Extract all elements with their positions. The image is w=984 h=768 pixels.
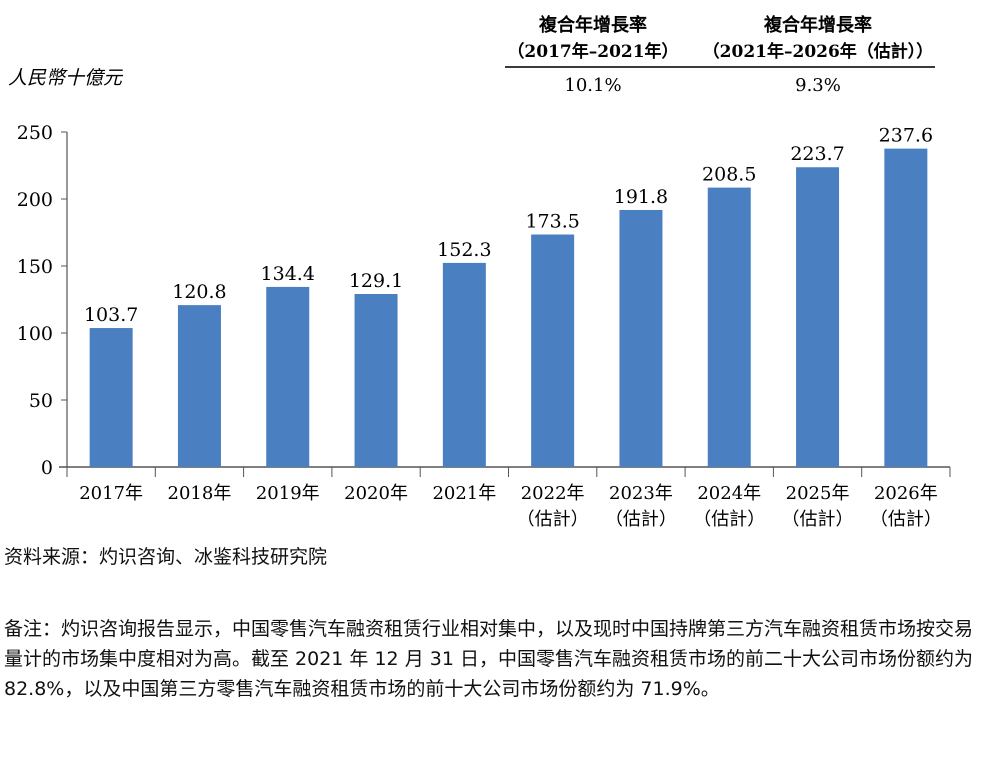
data-label: 208.5 (702, 164, 756, 186)
bar (531, 234, 575, 467)
x-tick-label: 2018年 (168, 483, 232, 504)
cagr-period: （2021年–2026年（估計）） (703, 41, 934, 62)
cagr-period: （2017年–2021年） (507, 41, 678, 62)
y-tick-label: 0 (41, 457, 53, 479)
bar (707, 187, 751, 468)
x-tick-label: 2026年 (874, 483, 938, 504)
cagr-header: 複合年增長率 (763, 14, 872, 36)
bar (619, 209, 663, 467)
y-tick-label: 150 (17, 256, 53, 278)
y-axis-label: 人民幣十億元 (8, 67, 124, 89)
bar (354, 294, 398, 467)
x-tick-label: 2022年 (521, 483, 585, 504)
bar (89, 328, 133, 467)
y-tick-label: 50 (29, 390, 53, 412)
source-text: 资料来源：灼识咨询、冰鉴科技研究院 (4, 546, 328, 568)
bar (266, 286, 310, 467)
data-label: 129.1 (349, 270, 403, 292)
bar (442, 262, 486, 467)
x-tick-label: （估計） (693, 509, 765, 530)
data-label: 237.6 (879, 125, 933, 147)
x-tick-label: （估計） (517, 509, 589, 530)
data-label: 103.7 (84, 304, 138, 326)
data-label: 191.8 (614, 186, 668, 208)
data-label: 120.8 (172, 281, 226, 303)
cagr-header: 複合年增長率 (538, 14, 647, 36)
bar (796, 167, 840, 467)
cagr-value: 10.1% (564, 75, 621, 96)
cagr-value: 9.3% (795, 75, 841, 96)
x-tick-label: 2025年 (786, 483, 850, 504)
note-text: 备注：灼识咨询报告显示，中国零售汽车融资租赁行业相对集中，以及现时中国持牌第三方… (4, 618, 974, 700)
y-tick-label: 100 (17, 323, 53, 345)
x-tick-label: 2017年 (79, 483, 143, 504)
x-tick-label: 2020年 (344, 483, 408, 504)
bar (884, 148, 928, 467)
bar (177, 305, 221, 467)
data-label: 173.5 (525, 211, 579, 233)
x-tick-label: （估計） (782, 509, 854, 530)
x-tick-label: 2024年 (697, 483, 761, 504)
data-label: 223.7 (790, 143, 844, 165)
y-tick-label: 200 (17, 189, 53, 211)
x-tick-label: 2023年 (609, 483, 673, 504)
bar-chart: 人民幣十億元 0 50 100 150 200 250 103.7 2017年 120.8 2018… (8, 14, 951, 530)
y-tick-label: 250 (17, 122, 53, 144)
data-label: 134.4 (261, 263, 315, 285)
data-label: 152.3 (437, 239, 491, 261)
x-tick-label: （估計） (870, 509, 942, 530)
x-tick-label: 2019年 (256, 483, 320, 504)
x-tick-label: 2021年 (432, 483, 496, 504)
x-tick-label: （估計） (605, 509, 677, 530)
